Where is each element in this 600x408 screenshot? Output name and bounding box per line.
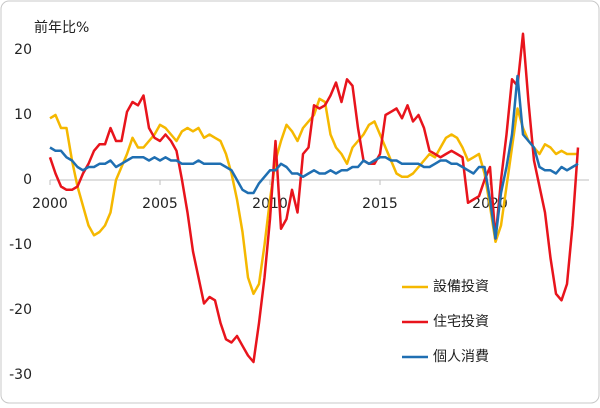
y-tick-label: 20 — [14, 42, 32, 58]
y-tick-label: -20 — [9, 302, 32, 318]
series-line — [49, 74, 579, 240]
x-tick-label: 2005 — [142, 196, 178, 212]
y-axis-label: 前年比% — [34, 19, 89, 36]
legend-label: 設備投資 — [433, 279, 489, 295]
y-tick-label: 0 — [23, 172, 32, 188]
x-tick-label: 2015 — [362, 196, 398, 212]
y-tick-label: -30 — [9, 367, 32, 383]
legend-label: 個人消費 — [433, 349, 489, 365]
y-tick-label: -10 — [9, 237, 32, 253]
y-tick-label: 10 — [14, 107, 32, 123]
x-tick-label: 2000 — [32, 196, 68, 212]
series-line — [48, 32, 580, 364]
legend-label: 住宅投資 — [433, 314, 489, 330]
